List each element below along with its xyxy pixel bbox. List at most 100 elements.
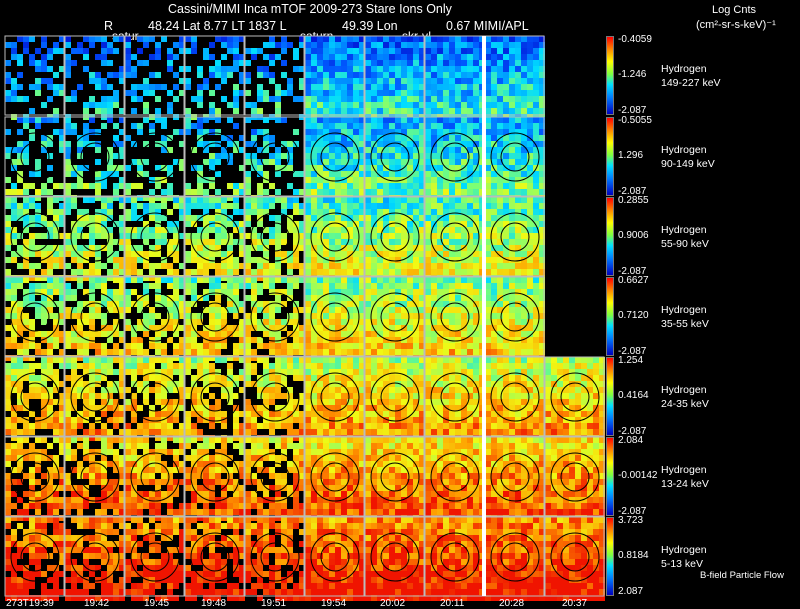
source-info: 0.67 MIMI/APL: [446, 19, 529, 33]
panel-3-7: [424, 276, 485, 361]
panel-1-3: [184, 116, 245, 201]
panel-3-8: [484, 276, 545, 361]
panel-6-6: [364, 516, 425, 601]
panel-6-5: [304, 516, 365, 601]
colorbar-min-label: -2.087: [618, 346, 647, 357]
time-tick-label: 20:11: [440, 598, 465, 609]
panel-5-0: [4, 436, 65, 521]
data-gap-line: [482, 36, 486, 596]
colorbar-min-label: -2.087: [618, 266, 647, 277]
colorbar-mid-label: -0.00142: [618, 470, 658, 481]
panel-4-7: [424, 356, 485, 441]
energy-range-label: 13-24 keV: [661, 478, 709, 490]
time-tick-label: 19:48: [201, 598, 227, 609]
bfield-label: B-field Particle Flow: [700, 570, 784, 581]
time-tick-label: 273T19:39: [6, 598, 54, 609]
panel-5-8: [484, 436, 545, 521]
panel-4-0: [4, 356, 65, 441]
panel-3-6: [364, 276, 425, 361]
species-label: Hydrogen: [661, 224, 707, 236]
panel-2-7: [424, 196, 485, 281]
panel-6-2: [124, 516, 185, 601]
colorbar-mid-label: 0.4164: [618, 390, 649, 401]
colorbar-mid-label: 1.296: [618, 150, 644, 161]
colorbar-max-label: -0.5055: [618, 115, 652, 126]
colorbar-mid-label: 0.9006: [618, 230, 649, 241]
colorbar-max-label: 0.2855: [618, 195, 649, 206]
panel-0-0: [4, 35, 65, 120]
panel-5-7: [424, 436, 485, 521]
time-tick-label: 20:02: [380, 598, 406, 609]
panel-6-7: [424, 516, 485, 601]
time-tick-label: 19:51: [261, 598, 287, 609]
panel-2-8: [484, 196, 545, 281]
colorbar-4: [606, 357, 614, 436]
time-tick-label: 19:42: [84, 598, 110, 609]
panel-5-5: [304, 436, 365, 521]
panel-3-3: [184, 276, 245, 361]
panel-0-5: [304, 35, 365, 120]
species-label: Hydrogen: [661, 144, 707, 156]
panel-5-2: [124, 436, 185, 521]
time-tick-label: 20:28: [499, 598, 525, 609]
energy-range-label: 149-227 keV: [661, 77, 721, 89]
panel-5-9: [544, 436, 605, 521]
units-title: Log Cnts: [712, 4, 757, 16]
panel-4-2: [124, 356, 185, 441]
units-expression: (cm²-sr-s-keV)⁻¹: [696, 19, 776, 31]
panel-1-0: [4, 116, 65, 201]
colorbar-mid-label: 0.7120: [618, 310, 649, 321]
panel-2-1: [64, 196, 125, 281]
colorbar-mid-label: 0.8184: [618, 550, 649, 561]
colorbar-min-label: -2.087: [618, 105, 647, 116]
panel-1-1: [64, 116, 125, 201]
position-info: 48.24 Lat 8.77 LT 1837 L: [148, 19, 287, 33]
colorbar-min-label: -2.087: [618, 506, 647, 517]
panel-2-6: [364, 196, 425, 281]
colorbar-0: [606, 36, 614, 115]
panel-0-8: [484, 35, 545, 120]
colorbar-max-label: 3.723: [618, 515, 644, 526]
panel-1-6: [364, 116, 425, 201]
panel-1-7: [424, 116, 485, 201]
colorbar-3: [606, 277, 614, 356]
colorbar-max-label: -0.4059: [618, 34, 652, 45]
species-label: Hydrogen: [661, 384, 707, 396]
colorbar-2: [606, 197, 614, 276]
panel-6-0: [4, 516, 65, 601]
panel-3-5: [304, 276, 365, 361]
colorbar-min-label: -2.087: [618, 426, 647, 437]
plot-title: Cassini/MIMI Inca mTOF 2009-273 Stare Io…: [168, 2, 452, 16]
panel-5-3: [184, 436, 245, 521]
time-tick-label: 19:45: [144, 598, 170, 609]
panel-0-7: [424, 35, 485, 120]
panel-4-3: [184, 356, 245, 441]
panel-2-4: [244, 196, 305, 281]
panel-0-4: [244, 35, 305, 120]
panel-3-0: [4, 276, 65, 361]
time-tick-label: 19:54: [321, 598, 347, 609]
energy-range-label: 90-149 keV: [661, 158, 715, 170]
panel-4-5: [304, 356, 365, 441]
colorbar-1: [606, 117, 614, 196]
panel-4-6: [364, 356, 425, 441]
colorbar-min-label: 2.087: [618, 586, 644, 597]
time-tick-label: 20:37: [562, 598, 588, 609]
panel-1-5: [304, 116, 365, 201]
species-label: Hydrogen: [661, 63, 707, 75]
panel-2-3: [184, 196, 245, 281]
panel-3-4: [244, 276, 305, 361]
colorbar-mid-label: -1.246: [618, 69, 647, 80]
colorbar-max-label: 2.084: [618, 435, 644, 446]
energy-range-label: 55-90 keV: [661, 238, 709, 250]
panel-4-9: [544, 356, 605, 441]
panel-1-8: [484, 116, 545, 201]
colorbar-max-label: 0.6627: [618, 275, 649, 286]
panel-2-2: [124, 196, 185, 281]
species-label: Hydrogen: [661, 544, 707, 556]
panel-5-4: [244, 436, 305, 521]
panel-5-1: [64, 436, 125, 521]
r-label: R: [104, 19, 114, 33]
panel-3-2: [124, 276, 185, 361]
energy-range-label: 5-13 keV: [661, 558, 704, 570]
